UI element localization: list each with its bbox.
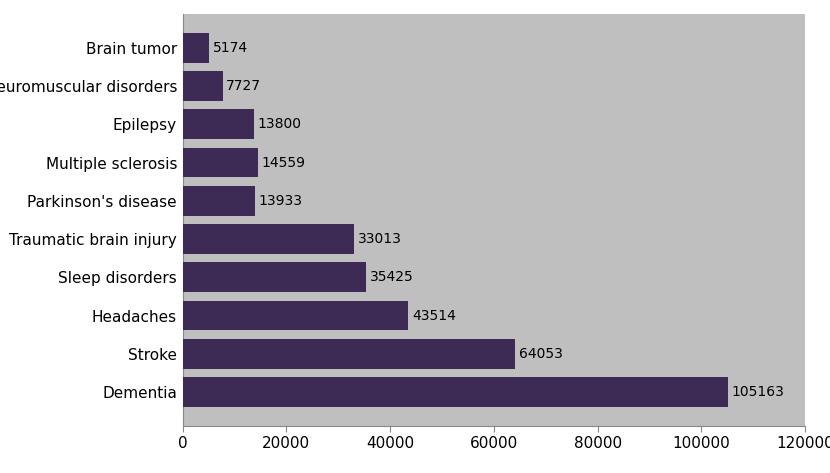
Text: 13800: 13800 <box>258 117 302 131</box>
Bar <box>183 301 408 331</box>
Text: 33013: 33013 <box>358 232 402 246</box>
Bar <box>183 109 254 139</box>
Bar <box>183 186 255 216</box>
Bar <box>183 224 354 254</box>
Bar <box>183 377 728 407</box>
Text: 64053: 64053 <box>519 347 563 361</box>
Text: 13933: 13933 <box>258 194 302 208</box>
Bar <box>183 71 222 101</box>
Text: 105163: 105163 <box>732 385 784 399</box>
Bar <box>183 339 515 369</box>
Text: 7727: 7727 <box>227 79 261 93</box>
Bar <box>183 263 366 292</box>
Text: 35425: 35425 <box>370 271 413 284</box>
Bar <box>183 33 209 63</box>
Text: 5174: 5174 <box>213 41 248 55</box>
Text: 43514: 43514 <box>412 308 456 323</box>
Text: 14559: 14559 <box>261 156 305 169</box>
Bar <box>183 148 258 177</box>
